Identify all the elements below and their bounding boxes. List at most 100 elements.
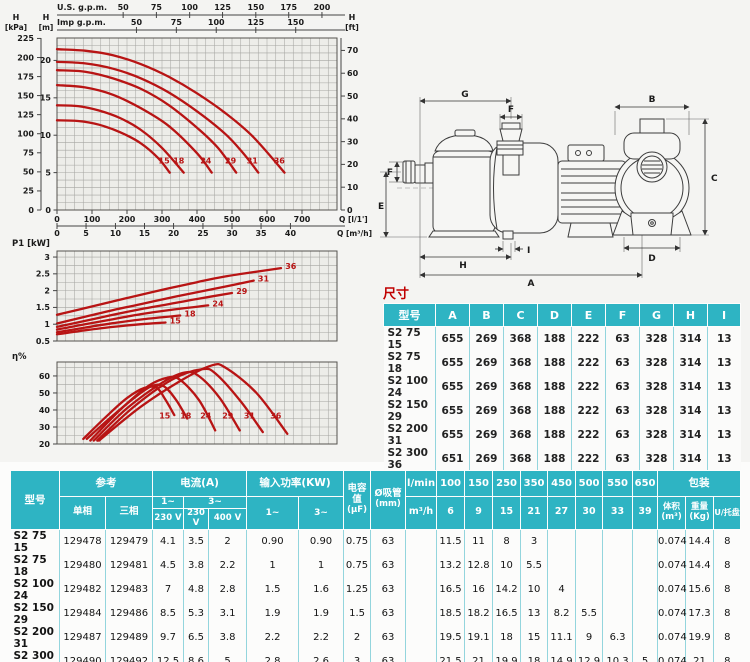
dims-value-cell: 13: [707, 423, 741, 447]
spec-value-cell: 14.4: [685, 553, 714, 578]
flow-m3h-27: 27: [547, 496, 577, 530]
flow-lmin-650: 650: [632, 470, 659, 497]
spec-value-cell: [602, 553, 633, 578]
svg-text:0: 0: [54, 215, 60, 224]
dims-table-row: S2 200 31 655 269 368 188 222 63 328 314 13: [383, 423, 741, 447]
volume-unit: (m³): [661, 511, 682, 522]
curve-label-15: 15: [170, 317, 182, 326]
spec-value-cell: 5.3: [183, 601, 209, 626]
spec-value-cell: 8.5: [152, 601, 184, 626]
spec-value-cell: 2: [343, 625, 371, 650]
svg-text:125: 125: [214, 3, 231, 12]
spec-value-cell: 129480: [59, 553, 106, 578]
spec-value-cell: 2: [207, 529, 247, 554]
svg-text:500: 500: [224, 215, 241, 224]
dims-table-header: 型号 A B C D E F G H I: [383, 303, 741, 327]
spec-value-cell: 21.5: [436, 649, 465, 662]
spec-model-cell: S2 300 36: [13, 649, 54, 662]
dims-model-cell: S2 300 36: [383, 447, 436, 471]
spec-group-input-power: 输入功率(KW): [246, 470, 345, 497]
svg-text:2: 2: [44, 286, 50, 295]
spec-value-cell: [575, 553, 603, 578]
spec-value-cell: 12.5: [152, 649, 184, 662]
spec-table-row: S2 150 29 129484 129486 8.5 5.3 3.1 1.9 1.9 1.5 6…: [11, 601, 741, 626]
pump-side-view: G F F E I H A: [378, 90, 647, 289]
dims-value-cell: 188: [537, 375, 572, 399]
svg-text:40: 40: [39, 406, 51, 415]
power-3ph-label: 3~: [298, 496, 345, 530]
spec-value-cell: [632, 625, 658, 650]
dims-value-cell: 314: [673, 399, 708, 423]
spec-value-cell: 8: [713, 577, 741, 602]
svg-text:H: H: [43, 13, 50, 22]
spec-value-cell: [602, 529, 633, 554]
dims-value-cell: 328: [639, 326, 674, 351]
curve-label-15: 15: [159, 412, 171, 421]
dims-model-cell: S2 75 18: [383, 351, 436, 375]
spec-value-cell: 0.75: [343, 529, 371, 554]
flow-lmin-450: 450: [547, 470, 577, 497]
spec-value-cell: 17.3: [685, 601, 714, 626]
spec-value-cell: [405, 553, 437, 578]
spec-col-flow-lmin: l/min: [405, 470, 438, 497]
spec-value-cell: 18.5: [436, 601, 465, 626]
dims-value-cell: 63: [605, 375, 640, 399]
svg-text:150: 150: [17, 91, 34, 100]
curve-24: [89, 375, 217, 442]
curve-31: [55, 60, 260, 174]
spec-value-cell: 129484: [59, 601, 106, 626]
dim-label-g: G: [461, 90, 468, 100]
spec-value-cell: 0.90: [246, 529, 299, 554]
dim-label-c: C: [711, 174, 718, 184]
dim-label-b: B: [649, 95, 656, 105]
flow-m3h-6: 6: [436, 496, 466, 530]
svg-text:5: 5: [83, 229, 89, 238]
spec-value-cell: 0.074: [657, 553, 687, 578]
svg-text:5: 5: [45, 168, 51, 177]
dims-value-cell: 63: [605, 326, 640, 351]
spec-value-cell: 129481: [105, 553, 153, 578]
flow-lmin-150: 150: [464, 470, 494, 497]
dim-label-d: D: [648, 254, 655, 264]
dims-value-cell: 314: [673, 351, 708, 375]
dims-value-cell: 269: [469, 351, 504, 375]
curve-18: [55, 104, 185, 174]
curve-18: [55, 314, 182, 334]
flow-m3h-39: 39: [632, 496, 659, 530]
curve-label-29: 29: [236, 287, 248, 296]
spec-value-cell: 4: [547, 577, 576, 602]
spec-value-cell: 129483: [105, 577, 153, 602]
curve-36: [55, 48, 286, 174]
dims-col-d: D: [537, 303, 572, 327]
svg-text:1: 1: [44, 320, 50, 329]
spec-value-cell: 3: [343, 649, 371, 662]
svg-text:50: 50: [131, 18, 143, 27]
dims-value-cell: 655: [435, 326, 470, 351]
svg-text:40: 40: [285, 229, 297, 238]
power-1ph-label: 1~: [246, 496, 300, 530]
dims-table-row: S2 75 15 655 269 368 188 222 63 328 314 13: [383, 326, 741, 351]
spec-value-cell: 12.8: [464, 553, 493, 578]
curve-label-31: 31: [247, 157, 259, 166]
spec-value-cell: 1.6: [298, 577, 344, 602]
curve-15: [55, 119, 171, 174]
spec-value-cell: 14.4: [685, 529, 714, 554]
svg-text:150: 150: [247, 3, 264, 12]
dims-value-cell: 655: [435, 399, 470, 423]
spec-value-cell: 129479: [105, 529, 153, 554]
spec-value-cell: 1: [246, 553, 299, 578]
spec-value-cell: 8: [713, 529, 741, 554]
svg-text:125: 125: [247, 18, 264, 27]
dims-model-cell: S2 150 29: [383, 399, 436, 423]
svg-text:200: 200: [119, 215, 136, 224]
dims-value-cell: 368: [503, 351, 538, 375]
spec-value-cell: 6.5: [183, 625, 209, 650]
curve-label-15: 15: [159, 157, 171, 166]
spec-value-cell: 21: [685, 649, 714, 662]
dims-value-cell: 655: [435, 375, 470, 399]
curve-18: [85, 383, 189, 441]
dims-value-cell: 13: [707, 447, 741, 471]
suction-label: Ø吸管: [374, 488, 402, 500]
dim-label-i: I: [527, 246, 530, 256]
spec-value-cell: 18: [520, 649, 548, 662]
